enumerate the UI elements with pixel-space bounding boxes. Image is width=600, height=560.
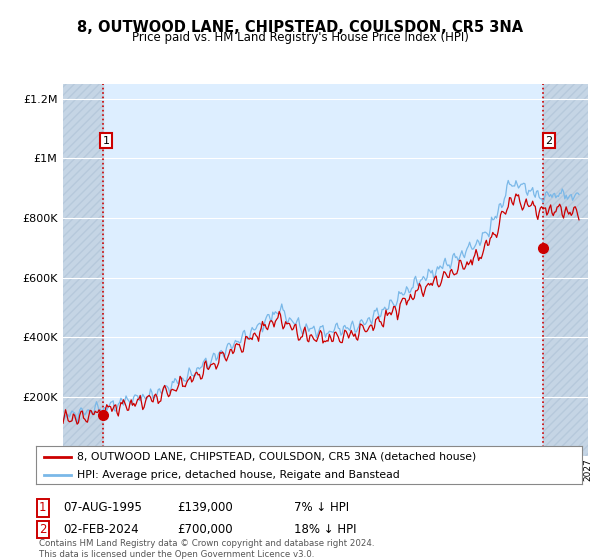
Text: HPI: Average price, detached house, Reigate and Banstead: HPI: Average price, detached house, Reig… <box>77 470 400 480</box>
Bar <box>63 84 103 456</box>
Text: 1: 1 <box>103 136 109 146</box>
Bar <box>543 84 588 456</box>
Text: 2: 2 <box>39 522 47 536</box>
Text: 18% ↓ HPI: 18% ↓ HPI <box>294 522 356 536</box>
Text: 2: 2 <box>545 136 553 146</box>
Text: Price paid vs. HM Land Registry's House Price Index (HPI): Price paid vs. HM Land Registry's House … <box>131 31 469 44</box>
Text: £139,000: £139,000 <box>177 501 233 515</box>
Text: 1: 1 <box>39 501 47 515</box>
Text: 07-AUG-1995: 07-AUG-1995 <box>63 501 142 515</box>
Bar <box>543 84 588 456</box>
Text: Contains HM Land Registry data © Crown copyright and database right 2024.
This d: Contains HM Land Registry data © Crown c… <box>39 539 374 559</box>
Text: 8, OUTWOOD LANE, CHIPSTEAD, COULSDON, CR5 3NA (detached house): 8, OUTWOOD LANE, CHIPSTEAD, COULSDON, CR… <box>77 452 476 462</box>
Text: 8, OUTWOOD LANE, CHIPSTEAD, COULSDON, CR5 3NA: 8, OUTWOOD LANE, CHIPSTEAD, COULSDON, CR… <box>77 20 523 35</box>
Text: £700,000: £700,000 <box>177 522 233 536</box>
Text: 7% ↓ HPI: 7% ↓ HPI <box>294 501 349 515</box>
Bar <box>63 84 103 456</box>
Text: 02-FEB-2024: 02-FEB-2024 <box>63 522 139 536</box>
